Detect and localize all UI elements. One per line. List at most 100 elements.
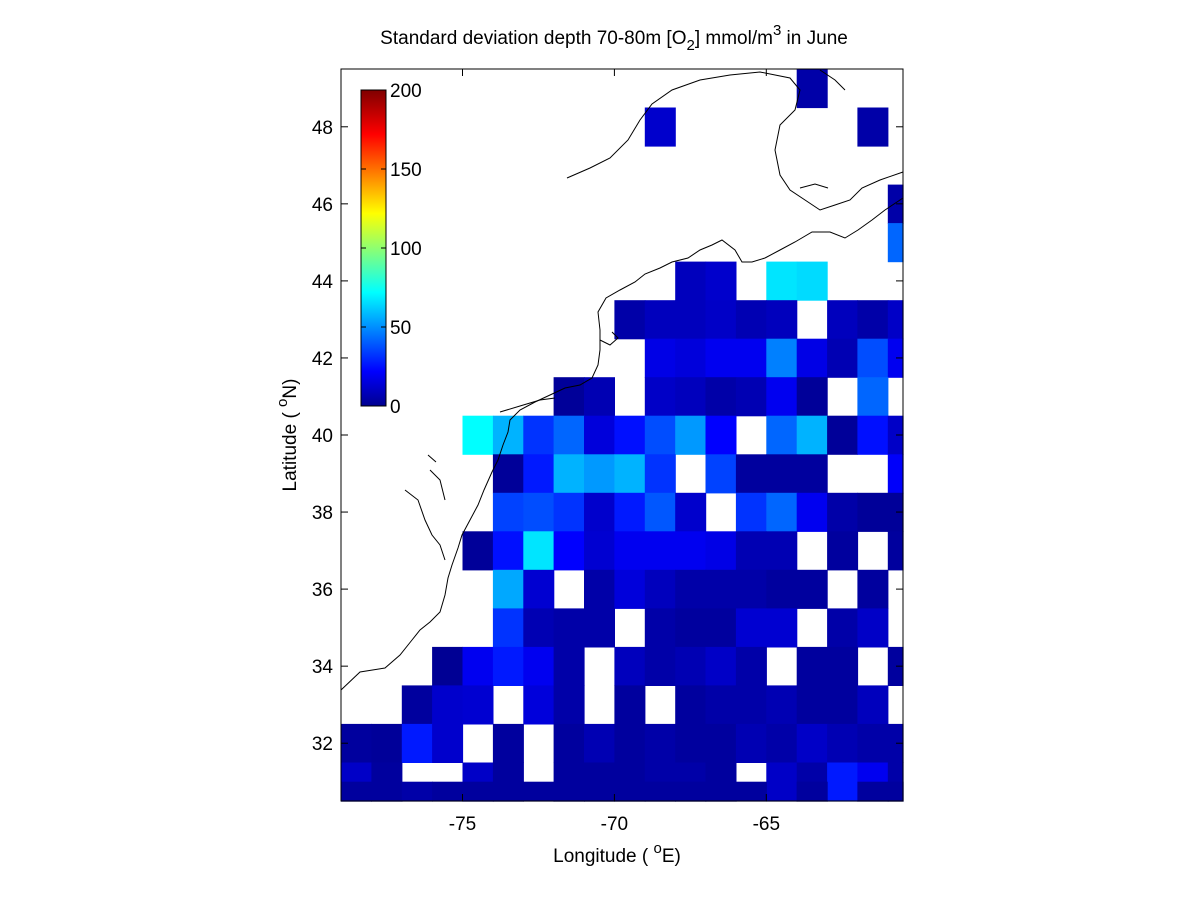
heatmap-cell <box>705 531 737 571</box>
ylabel-suffix: N) <box>280 379 301 399</box>
heatmap-cell <box>584 531 615 571</box>
heatmap-cell <box>796 685 828 725</box>
heatmap-cell <box>523 492 555 532</box>
heatmap-cell <box>553 492 585 532</box>
heatmap-cell <box>887 531 904 571</box>
heatmap-cell <box>857 415 889 455</box>
colorbar-tick-label: 200 <box>390 81 422 102</box>
heatmap-cell <box>371 723 403 763</box>
heatmap-cell <box>857 107 889 147</box>
heatmap-cell <box>614 723 646 763</box>
heatmap-cell <box>553 415 585 455</box>
heatmap-cell <box>705 569 737 609</box>
heatmap-cell <box>887 300 904 340</box>
heatmap-cell <box>644 107 676 147</box>
heatmap-cell <box>614 531 646 571</box>
heatmap-cell <box>827 338 859 378</box>
heatmap-cell <box>766 454 798 494</box>
heatmap-cell <box>766 569 798 609</box>
y-tick-label: 34 <box>312 657 334 678</box>
heatmap-cell <box>492 646 524 686</box>
y-tick-label: 42 <box>312 349 333 370</box>
colorbar-tick-label: 100 <box>390 239 422 260</box>
xlabel-suffix: E) <box>662 846 681 867</box>
heatmap-cell <box>766 261 798 301</box>
heatmap-cell <box>887 781 904 802</box>
coastline-nova-scotia <box>764 197 904 259</box>
colorbar: 0 50 100 150 200 <box>360 81 422 418</box>
heatmap-cell <box>675 415 707 455</box>
coastline-chesapeake <box>404 454 446 561</box>
heatmap-cell <box>371 781 403 802</box>
heatmap-cell <box>462 646 494 686</box>
heatmap-cell <box>584 781 615 802</box>
heatmap-cell <box>887 338 904 378</box>
heatmap-cell <box>705 300 737 340</box>
heatmap-cell <box>675 608 707 648</box>
heatmap-cell <box>796 377 828 417</box>
heatmap-cell <box>675 377 707 417</box>
heatmap-cell <box>735 781 767 802</box>
heatmap-cell <box>584 723 615 763</box>
heatmap-cell <box>827 415 859 455</box>
heatmap-cell <box>523 454 555 494</box>
heatmap-cell <box>796 646 828 686</box>
heatmap-cell <box>796 69 828 109</box>
heatmap-cell <box>735 300 767 340</box>
heatmap-cell <box>705 454 737 494</box>
heatmap-cell <box>644 415 676 455</box>
heatmap-cell <box>644 781 676 802</box>
y-tick-label: 48 <box>312 118 333 139</box>
heatmap-cell <box>675 338 707 378</box>
heatmap-cell <box>705 377 737 417</box>
coastline-gulf-stlawrence <box>566 71 904 211</box>
heatmap-cell <box>584 454 615 494</box>
heatmap-cell <box>675 781 707 802</box>
heatmap-cell <box>827 531 859 571</box>
heatmap-cell <box>796 415 828 455</box>
y-tick-label: 44 <box>312 272 334 293</box>
coastline-pei <box>799 183 829 189</box>
heatmap-cell <box>492 531 524 571</box>
colorbar-ticks: 0 50 100 150 200 <box>361 81 422 418</box>
heatmap-cell <box>675 723 707 763</box>
heatmap-cell <box>766 492 798 532</box>
heatmap-cell <box>462 685 494 725</box>
heatmap-cell <box>523 531 555 571</box>
heatmap-cell <box>523 415 555 455</box>
heatmap-cell <box>675 300 707 340</box>
heatmap-cell <box>887 415 904 455</box>
heatmap-cell <box>523 569 555 609</box>
colorbar-tick-label: 150 <box>390 160 422 181</box>
heatmap-cell <box>584 415 615 455</box>
heatmap-cell <box>766 338 798 378</box>
heatmap-cell <box>492 415 524 455</box>
coastline-cape-cod <box>599 331 619 346</box>
heatmap-cell <box>857 685 889 725</box>
heatmap-cell <box>766 723 798 763</box>
heatmap-cell <box>553 723 585 763</box>
title-middle: ] mmol/m <box>695 28 773 49</box>
heatmap-cell <box>432 781 464 802</box>
heatmap-cell <box>827 492 859 532</box>
heatmap-cell <box>705 646 737 686</box>
heatmap-cell <box>705 415 737 455</box>
heatmap-cell <box>644 646 676 686</box>
heatmap-cell <box>766 685 798 725</box>
heatmap-cell <box>735 608 767 648</box>
heatmap-cell <box>614 300 646 340</box>
heatmap-cell <box>735 454 767 494</box>
heatmap-cell <box>341 781 372 802</box>
heatmap-cell <box>614 781 646 802</box>
y-tick-label: 32 <box>312 734 333 755</box>
heatmap-cell <box>796 261 828 301</box>
heatmap-cell <box>827 300 859 340</box>
heatmap-cell <box>705 723 737 763</box>
title-sup: 3 <box>773 22 781 39</box>
heatmap-cell <box>735 492 767 532</box>
heatmap-cell <box>675 646 707 686</box>
heatmap-cell <box>644 569 676 609</box>
y-tick-label: 40 <box>312 426 333 447</box>
heatmap-cell <box>705 608 737 648</box>
heatmap-cell <box>553 608 585 648</box>
